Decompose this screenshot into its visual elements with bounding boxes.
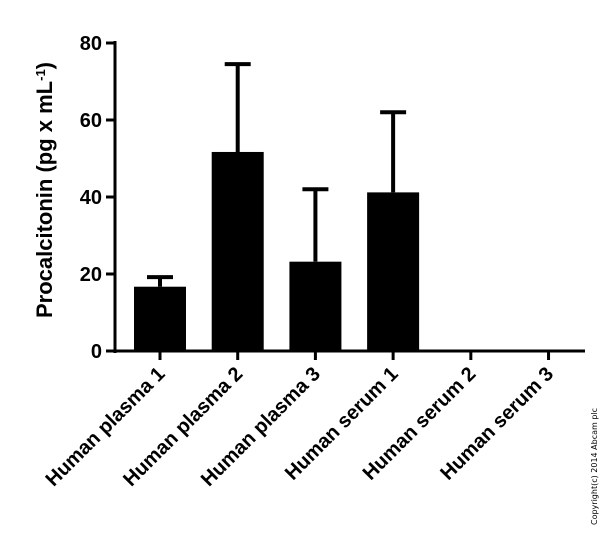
axes-group [106, 41, 585, 360]
y-tick-label-80: 80 [80, 33, 102, 55]
bar-1 [134, 286, 186, 351]
bars-group [134, 151, 420, 351]
bar-4 [367, 192, 420, 351]
error-bars-group [147, 62, 407, 287]
y-axis-label: Procalcitonin (pg x mL-1) [32, 62, 57, 318]
bar-3 [289, 261, 342, 351]
bar-2 [211, 151, 264, 351]
y-tick-label-20: 20 [80, 264, 102, 286]
copyright-text: Copyright(c) 2014 Abcam plc [590, 408, 599, 525]
y-tick-label-0: 0 [91, 341, 102, 363]
y-tick-label-40: 40 [80, 187, 102, 209]
y-tick-label-60: 60 [80, 110, 102, 132]
y-axis-label-superscript: -1 [33, 69, 48, 81]
